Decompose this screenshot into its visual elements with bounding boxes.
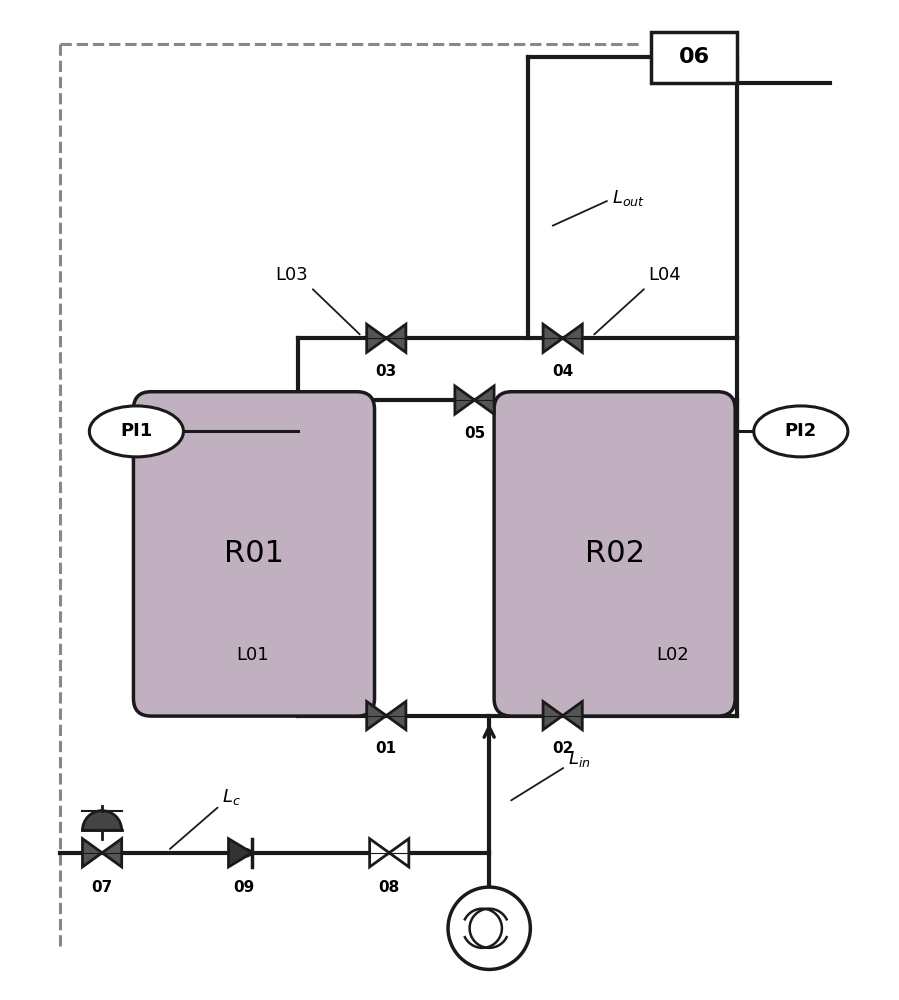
Text: PI2: PI2 [785, 422, 817, 440]
Polygon shape [543, 701, 563, 730]
Text: 03: 03 [376, 364, 397, 379]
Text: L01: L01 [236, 646, 269, 664]
Text: 04: 04 [552, 364, 574, 379]
Polygon shape [563, 324, 583, 352]
Polygon shape [102, 839, 121, 867]
Text: 08: 08 [378, 880, 400, 895]
Polygon shape [543, 324, 563, 352]
Polygon shape [475, 386, 494, 414]
Text: 02: 02 [552, 741, 574, 756]
Ellipse shape [753, 406, 848, 457]
Text: $L_{out}$: $L_{out}$ [611, 188, 645, 208]
Polygon shape [228, 839, 252, 867]
Text: $L_{in}$: $L_{in}$ [567, 749, 591, 769]
Text: L03: L03 [276, 266, 308, 284]
Text: 05: 05 [464, 426, 485, 441]
Polygon shape [83, 839, 102, 867]
Polygon shape [387, 324, 405, 352]
Text: L04: L04 [648, 266, 681, 284]
Text: $L_c$: $L_c$ [222, 787, 240, 807]
Text: 09: 09 [234, 880, 254, 895]
FancyBboxPatch shape [494, 392, 735, 716]
Circle shape [448, 887, 530, 969]
Polygon shape [563, 701, 583, 730]
Text: R02: R02 [584, 539, 645, 568]
Wedge shape [83, 811, 121, 830]
Polygon shape [389, 839, 409, 867]
Polygon shape [367, 701, 387, 730]
Text: L02: L02 [655, 646, 689, 664]
Text: 07: 07 [92, 880, 112, 895]
Text: 06: 06 [679, 47, 709, 67]
FancyBboxPatch shape [651, 32, 737, 83]
Polygon shape [387, 701, 405, 730]
Text: R01: R01 [224, 539, 284, 568]
Polygon shape [369, 839, 389, 867]
Ellipse shape [89, 406, 183, 457]
FancyBboxPatch shape [133, 392, 375, 716]
Polygon shape [455, 386, 475, 414]
Polygon shape [367, 324, 387, 352]
Text: PI1: PI1 [120, 422, 153, 440]
Text: 01: 01 [376, 741, 396, 756]
